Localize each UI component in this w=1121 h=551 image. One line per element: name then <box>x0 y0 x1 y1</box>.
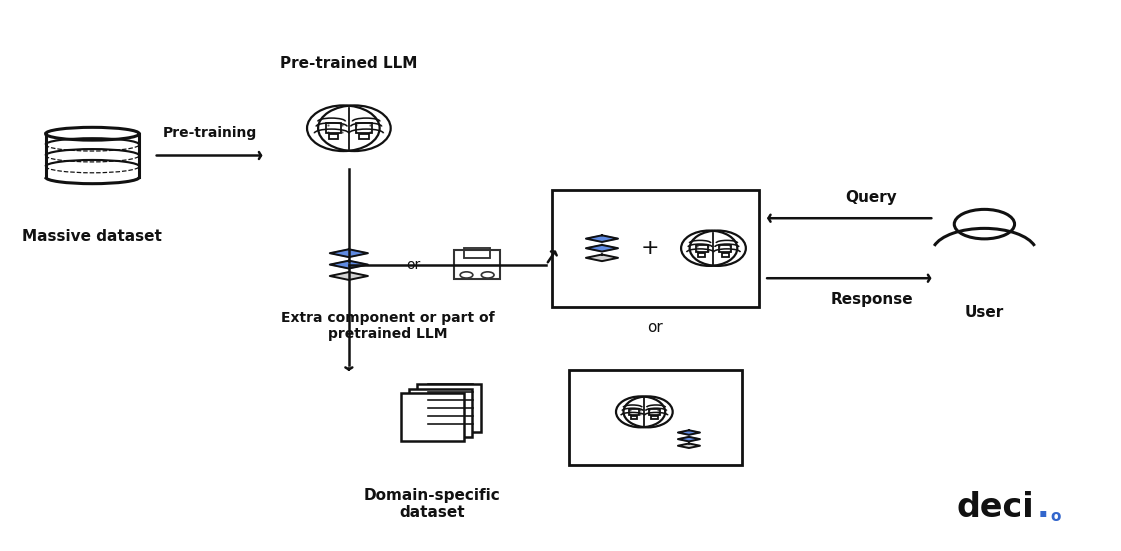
FancyBboxPatch shape <box>400 393 464 441</box>
Polygon shape <box>330 261 368 268</box>
Polygon shape <box>330 249 368 257</box>
Polygon shape <box>678 437 700 441</box>
Text: pretrained LLM: pretrained LLM <box>328 327 447 341</box>
FancyBboxPatch shape <box>569 370 742 465</box>
Polygon shape <box>586 245 618 252</box>
Text: +: + <box>640 238 659 258</box>
Text: Pre-trained LLM: Pre-trained LLM <box>280 56 417 71</box>
Text: Query: Query <box>845 190 898 204</box>
Text: or: or <box>648 320 664 335</box>
FancyBboxPatch shape <box>553 190 759 307</box>
Text: or: or <box>407 257 420 272</box>
Text: o: o <box>1050 509 1060 524</box>
Text: dataset: dataset <box>400 505 465 520</box>
FancyBboxPatch shape <box>409 388 472 437</box>
Text: Massive dataset: Massive dataset <box>22 229 163 244</box>
Polygon shape <box>586 255 618 261</box>
FancyBboxPatch shape <box>417 384 481 433</box>
Text: Extra component or part of: Extra component or part of <box>281 311 494 325</box>
Text: User: User <box>965 305 1004 321</box>
Text: deci: deci <box>957 491 1035 524</box>
Polygon shape <box>678 430 700 435</box>
Text: .: . <box>1037 491 1049 524</box>
Text: Pre-training: Pre-training <box>163 126 257 141</box>
Polygon shape <box>330 272 368 280</box>
Polygon shape <box>586 235 618 242</box>
Polygon shape <box>678 444 700 448</box>
Text: Response: Response <box>831 292 912 307</box>
Text: Domain-specific: Domain-specific <box>364 488 501 503</box>
